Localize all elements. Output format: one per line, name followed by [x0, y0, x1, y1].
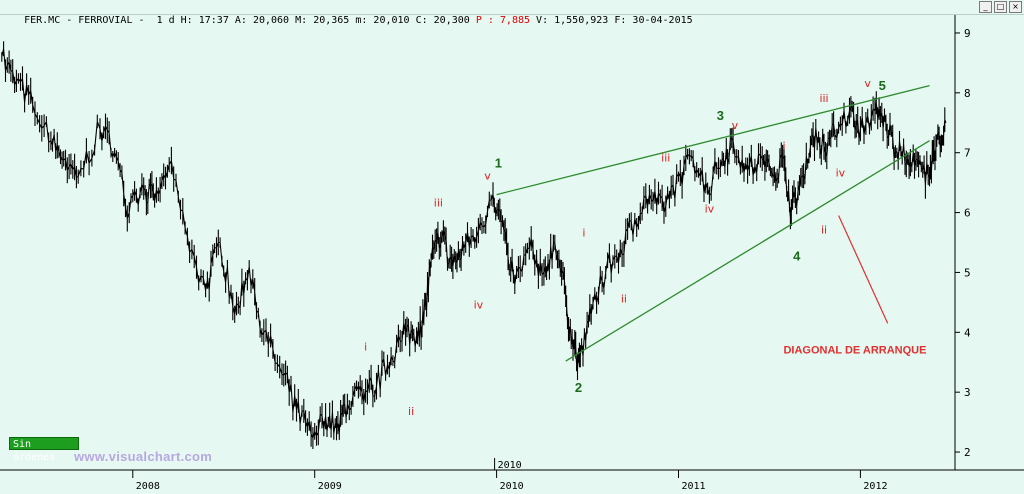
wave-label-minor: iii [661, 152, 670, 165]
wave-label-minor: ii [408, 405, 414, 418]
low-label: m: [355, 15, 368, 26]
maximize-button[interactable]: □ [994, 1, 1007, 13]
p-value: 7,885 [499, 15, 531, 26]
wave-label-minor: ii [821, 224, 827, 237]
upper-trendline [496, 85, 930, 196]
close-label: C: [415, 15, 428, 26]
wave-label-major: 4 [793, 248, 801, 263]
wave-label-minor: iv [705, 203, 715, 216]
price-series-line [1, 41, 947, 449]
wave-label-major: 2 [575, 380, 582, 395]
y-tick-label: 9 [964, 27, 971, 40]
minimize-button[interactable]: _ [979, 1, 992, 13]
low-value: 20,010 [373, 15, 410, 26]
y-tick-label: 6 [964, 207, 971, 220]
y-tick-label: 7 [964, 147, 971, 160]
y-tick-label: 5 [964, 266, 971, 279]
x-tick-label: 2009 [318, 481, 342, 492]
volume-value: 1,550,923 [554, 15, 609, 26]
y-tick-label: 3 [964, 386, 971, 399]
wave-label-major: 1 [495, 156, 502, 171]
lower-trendline [565, 140, 930, 362]
y-tick-label: 8 [964, 87, 971, 100]
open-value: 20,060 [252, 15, 290, 26]
date-value: 30-04-2015 [632, 15, 693, 26]
wave-label-minor: iv [474, 298, 484, 311]
wave-label-minor: v [864, 77, 871, 90]
quote-header: FER.MC - FERROVIAL - 1 d H: 17:37 A: 20,… [0, 0, 1024, 26]
instrument-name: FERROVIAL [78, 15, 133, 26]
wave-label-minor: i [582, 227, 585, 240]
annotation-line [838, 215, 889, 324]
wave-label-minor: iv [836, 167, 846, 180]
wave-label-minor: iii [819, 92, 828, 105]
high-label: M: [295, 15, 308, 26]
high-value: 20,365 [313, 15, 350, 26]
x-tick-label: 2010 [500, 481, 524, 492]
volume-label: V: [536, 15, 549, 26]
orders-badge[interactable]: Sin órdenes [9, 437, 79, 463]
p-label: P : [475, 15, 494, 26]
y-tick-label: 2 [964, 446, 971, 459]
time-label: H: [180, 15, 193, 26]
x-tick-label: 2012 [863, 481, 887, 492]
wave-label-minor: iii [434, 197, 443, 210]
x-tick-label: 2008 [136, 481, 160, 492]
wave-label-minor: ii [621, 292, 627, 305]
y-tick-label: 4 [964, 326, 971, 339]
wave-label-major: 3 [717, 108, 724, 123]
wave-label-minor: v [732, 119, 739, 132]
time-value: 17:37 [198, 15, 229, 26]
date-label: F: [614, 15, 627, 26]
x-tick-label: 2011 [682, 481, 706, 492]
window-controls: _ □ × [979, 1, 1022, 13]
watermark: www.visualchart.com [74, 449, 213, 464]
wave-label-minor: i [364, 340, 367, 353]
x-marker-label: 2010 [498, 460, 522, 471]
wave-label-minor: v [484, 170, 491, 183]
annotation-label: DIAGONAL DE ARRANQUE [783, 344, 926, 356]
open-label: A: [234, 15, 247, 26]
close-button[interactable]: × [1009, 1, 1022, 13]
wave-label-major: 5 [879, 78, 886, 93]
symbol: FER.MC [24, 15, 61, 26]
wave-label-minor: i [782, 140, 785, 153]
timeframe: 1 d [156, 15, 175, 26]
close-value: 20,300 [433, 15, 470, 26]
